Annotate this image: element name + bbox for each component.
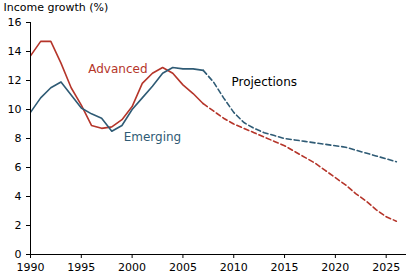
svg-text:2025: 2025 (372, 261, 400, 274)
svg-text:Emerging: Emerging (124, 130, 182, 144)
svg-text:2020: 2020 (321, 261, 349, 274)
svg-text:10: 10 (8, 103, 22, 116)
svg-text:6: 6 (15, 161, 22, 174)
svg-text:0: 0 (15, 248, 22, 261)
svg-text:Income growth (%): Income growth (%) (4, 1, 109, 14)
svg-text:16: 16 (8, 16, 22, 29)
svg-text:2015: 2015 (271, 261, 299, 274)
svg-text:2010: 2010 (220, 261, 248, 274)
svg-text:14: 14 (8, 45, 22, 58)
svg-text:Projections: Projections (231, 75, 297, 89)
svg-text:2005: 2005 (169, 261, 197, 274)
svg-text:1995: 1995 (67, 261, 95, 274)
svg-text:8: 8 (15, 132, 22, 145)
svg-text:2000: 2000 (118, 261, 146, 274)
svg-text:4: 4 (15, 190, 22, 203)
svg-text:2: 2 (15, 219, 22, 232)
svg-text:Advanced: Advanced (88, 62, 147, 76)
svg-text:12: 12 (8, 74, 22, 87)
svg-text:1990: 1990 (17, 261, 45, 274)
